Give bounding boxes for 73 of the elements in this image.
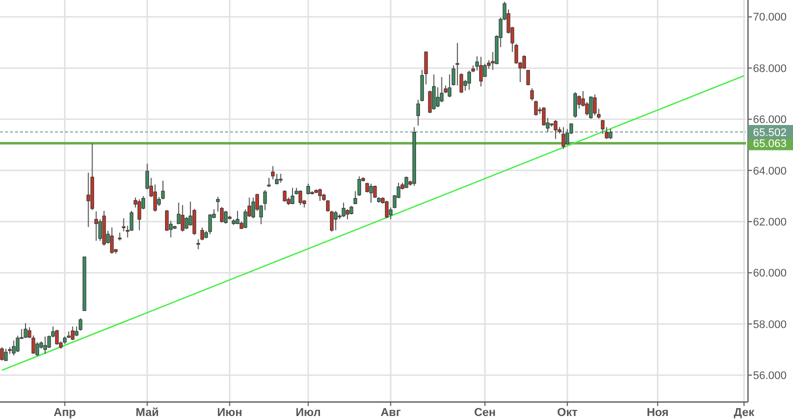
candlestick bbox=[554, 120, 558, 140]
candlestick bbox=[573, 92, 578, 118]
candlestick bbox=[334, 210, 338, 231]
x-tick-label: Июн bbox=[217, 407, 242, 419]
candlestick bbox=[526, 69, 530, 86]
candlestick bbox=[94, 210, 98, 242]
candlestick bbox=[208, 214, 212, 235]
candlestick bbox=[110, 226, 114, 254]
x-tick-label: Ноя bbox=[646, 407, 669, 419]
candlestick bbox=[318, 188, 322, 202]
candlestick bbox=[165, 210, 169, 232]
candlestick bbox=[224, 210, 228, 224]
y-tick-label: 56.000 bbox=[753, 370, 787, 382]
candlestick bbox=[608, 128, 612, 140]
candlestick bbox=[16, 335, 20, 353]
x-tick-label: Сен bbox=[474, 407, 496, 419]
candlestick bbox=[416, 99, 420, 126]
candlestick bbox=[200, 226, 204, 241]
candlestick bbox=[330, 210, 334, 232]
candlestick bbox=[244, 208, 248, 229]
y-tick-label: 62.000 bbox=[753, 216, 787, 228]
x-tick-label: Авг bbox=[380, 407, 401, 419]
candlestick bbox=[180, 204, 184, 232]
candlestick bbox=[522, 54, 526, 70]
candlestick bbox=[236, 210, 240, 225]
candlestick bbox=[357, 176, 362, 197]
candlestick bbox=[306, 183, 310, 195]
candlestick bbox=[0, 346, 4, 362]
candlestick bbox=[593, 94, 597, 116]
x-tick-label: Май bbox=[136, 407, 159, 419]
x-tick-label: Апр bbox=[54, 407, 76, 419]
candlestick bbox=[153, 184, 157, 212]
candlestick bbox=[467, 70, 471, 90]
candlestick bbox=[432, 74, 436, 110]
y-tick-label: 60.000 bbox=[753, 268, 787, 280]
candlestick bbox=[282, 190, 286, 202]
y-tick-label: 64.000 bbox=[753, 165, 787, 178]
ref-line-label: 65.063 bbox=[753, 138, 787, 150]
ref-line-label: 65.502 bbox=[753, 126, 787, 139]
candlestick bbox=[290, 187, 294, 205]
x-tick-label: Дек bbox=[734, 407, 755, 419]
candlestick bbox=[562, 126, 566, 150]
candlestick bbox=[43, 336, 47, 354]
y-tick-label: 66.000 bbox=[753, 114, 787, 126]
x-tick-label: Окт bbox=[557, 407, 578, 419]
candlestick bbox=[369, 183, 373, 204]
y-tick-label: 70.000 bbox=[753, 12, 787, 24]
candlestick bbox=[24, 322, 28, 339]
candlestick bbox=[138, 198, 142, 231]
candlestick bbox=[384, 200, 389, 219]
candlestick bbox=[479, 56, 483, 87]
candlestick bbox=[534, 100, 538, 116]
candlestick bbox=[342, 202, 346, 218]
candlestick bbox=[184, 216, 188, 230]
candlestick bbox=[373, 185, 377, 198]
candlestick bbox=[98, 218, 102, 242]
y-tick-label: 68.000 bbox=[753, 62, 787, 75]
candlestick bbox=[271, 166, 275, 180]
candlestick bbox=[440, 76, 444, 103]
candlestick bbox=[530, 88, 534, 102]
candlestick bbox=[589, 96, 593, 120]
candlestick bbox=[298, 190, 302, 206]
candlestick bbox=[4, 348, 8, 362]
x-tick-label: Июл bbox=[296, 407, 321, 419]
candlestick bbox=[70, 326, 74, 341]
candlestick bbox=[251, 197, 256, 219]
candlestick bbox=[346, 208, 350, 220]
candlestick bbox=[267, 177, 271, 188]
candlestick bbox=[196, 238, 200, 250]
candlestick bbox=[483, 63, 487, 78]
candlestick bbox=[86, 172, 90, 228]
y-tick-label: 58.000 bbox=[753, 318, 787, 331]
candlestick bbox=[55, 329, 59, 346]
